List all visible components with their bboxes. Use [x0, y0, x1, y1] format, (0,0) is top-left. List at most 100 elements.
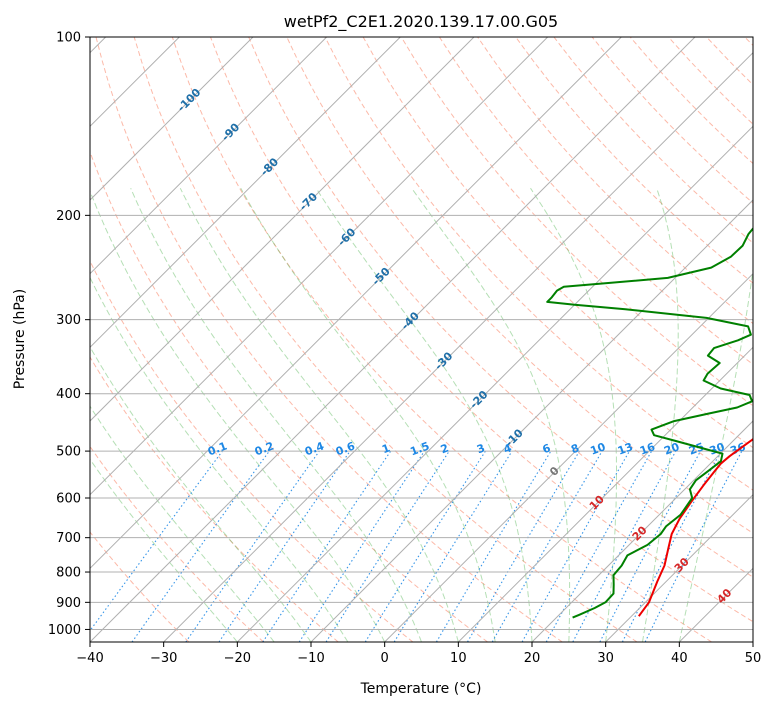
- moist-adiabat: [90, 345, 312, 642]
- dry-adiabat: [668, 37, 753, 125]
- isotherm-line: [90, 37, 254, 201]
- dry-adiabat: [515, 37, 753, 284]
- isotherm-line: [605, 493, 753, 642]
- mixing-ratio-label: 16: [638, 440, 657, 458]
- dry-adiabat: [90, 356, 339, 642]
- dry-adiabat: [400, 37, 753, 407]
- dry-adiabat: [90, 445, 264, 642]
- isotherm-line: [90, 37, 475, 422]
- dry-adiabat: [324, 37, 753, 491]
- mixing-ratio-label: 1.5: [408, 439, 431, 458]
- x-tick-label: 40: [671, 651, 688, 666]
- mixing-ratio-label: 1: [380, 441, 392, 456]
- mixing-ratio-line: [435, 450, 552, 642]
- moist-adiabat: [179, 187, 459, 642]
- mixing-ratio-label: 8: [569, 441, 581, 456]
- mixing-ratio-line: [467, 450, 580, 642]
- moist-adiabat: [130, 187, 422, 642]
- mixing-ratio-line: [393, 450, 513, 642]
- dry-adiabat: [90, 259, 414, 642]
- x-tick-label: 50: [745, 651, 762, 666]
- mixing-ratio-line: [545, 450, 653, 642]
- y-tick-label: 400: [56, 387, 81, 402]
- mixing-ratio-label: 6: [541, 441, 553, 456]
- mixing-ratio-line: [325, 450, 450, 642]
- isotherm-line: [310, 199, 753, 642]
- dry-adiabat: [90, 150, 488, 642]
- isotherm-line: [457, 346, 753, 642]
- dry-adiabat: [591, 37, 753, 204]
- moist-adiabat: [90, 189, 386, 642]
- dry-adiabat: [90, 531, 190, 642]
- mixing-ratio-line: [185, 450, 320, 642]
- x-tick-label: −10: [297, 651, 324, 666]
- moist-adiabat: [240, 187, 496, 642]
- isotherm-line: [531, 420, 753, 642]
- dry-adiabat: [248, 37, 753, 578]
- x-tick-label: 0: [381, 651, 389, 666]
- y-tick-label: 200: [56, 209, 81, 224]
- x-tick-label: −40: [76, 651, 103, 666]
- chart-title: wetPf2_C2E1.2020.139.17.00.G05: [284, 12, 558, 32]
- mixing-ratio-line: [621, 450, 722, 642]
- mixing-ratio-label: 0.6: [334, 439, 357, 458]
- x-axis-label: Temperature (°C): [360, 681, 482, 697]
- x-axis: −40 −30 −20 −10 0 10 20 30 40 50: [76, 642, 761, 666]
- dry-adiabat: [744, 37, 753, 47]
- y-tick-label: 900: [56, 596, 81, 611]
- moist-adiabat: [90, 458, 238, 642]
- moist-adiabat: [411, 187, 571, 642]
- plot-frame: [89, 36, 754, 643]
- mixing-ratio-label: 30: [708, 440, 727, 458]
- isotherm-label: 10: [587, 493, 607, 513]
- mixing-ratio-label: 0.4: [303, 439, 326, 458]
- mixing-ratio-line: [644, 450, 743, 642]
- y-tick-label: 500: [56, 445, 81, 460]
- x-tick-label: 20: [524, 651, 541, 666]
- mixing-ratio-label: 0.2: [253, 439, 276, 458]
- y-tick-label: 600: [56, 492, 81, 507]
- y-tick-label: 800: [56, 566, 81, 581]
- isotherm-line: [678, 567, 753, 642]
- mixing-ratio-labels: 0.1 0.2 0.4 0.6 1 1.5 2 3 4 6 8 10 13 16 20 25 30 36: [206, 439, 748, 458]
- mixing-ratio-label: 13: [616, 440, 635, 457]
- moist-adiabat: [90, 276, 349, 642]
- y-tick-label: 100: [56, 31, 81, 46]
- x-tick-label: −20: [224, 651, 251, 666]
- y-tick-label: 300: [56, 313, 81, 328]
- isotherm-line: [90, 37, 696, 642]
- x-tick-label: 10: [450, 651, 467, 666]
- x-tick-label: −30: [150, 651, 177, 666]
- mixing-ratio-line: [572, 450, 677, 642]
- mixing-ratio-line: [262, 450, 392, 642]
- y-axis-label: Pressure (hPa): [12, 289, 28, 389]
- mixing-ratio-label: 20: [662, 440, 681, 458]
- isotherm-line: [236, 125, 753, 642]
- dry-adiabat: [210, 37, 753, 623]
- mixing-ratio-label: 10: [588, 440, 607, 458]
- x-tick-label: 30: [597, 651, 614, 666]
- isotherm-line: [90, 37, 622, 570]
- mixing-ratio-label: 0.1: [206, 439, 229, 458]
- dry-adiabat: [171, 37, 712, 642]
- mixing-ratio-line: [521, 450, 630, 642]
- isotherm-line: [384, 272, 753, 642]
- moist-adiabat: [90, 405, 275, 642]
- moist-adiabat: [678, 265, 753, 642]
- mixing-ratio-label: 3: [475, 441, 487, 456]
- moist-adiabat: [530, 187, 617, 642]
- isotherm-line: [752, 641, 753, 642]
- mixing-ratio-label: 2: [439, 441, 451, 456]
- isotherm-line: [90, 37, 549, 496]
- y-axis: 100 200 300 400 500 600 700 800 900 1000: [48, 31, 90, 638]
- moist-adiabat: [315, 187, 533, 642]
- dewpoint-profile-line: [546, 226, 753, 619]
- mixing-ratio-line: [131, 450, 270, 642]
- mixing-ratio-line: [298, 450, 425, 642]
- mixing-ratio-line: [218, 450, 351, 642]
- dry-adiabat: [438, 37, 753, 366]
- profiles: [546, 226, 753, 619]
- dry-adiabat: [95, 37, 563, 642]
- y-tick-label: 700: [56, 531, 81, 546]
